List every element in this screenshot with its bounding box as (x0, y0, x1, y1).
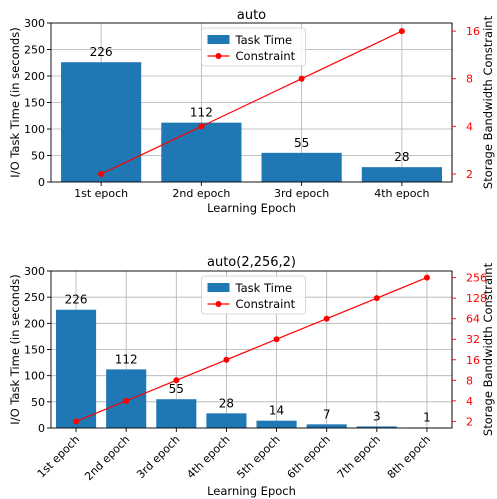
y-tick-label: 100 (24, 123, 45, 136)
right-tick-label: 16 (466, 25, 480, 38)
chart-title: auto(2,256,2) (207, 255, 296, 270)
y-tick-label: 200 (24, 317, 45, 330)
legend-label-task-time: Task Time (235, 281, 293, 295)
bar (156, 399, 197, 428)
data-label: 112 (115, 352, 138, 366)
legend-swatch-task-time (207, 35, 230, 44)
constraint-point (323, 315, 330, 322)
constraint-point (198, 123, 205, 130)
data-label: 55 (294, 136, 309, 150)
y-tick-label: 50 (31, 396, 45, 409)
y-tick-label: 300 (24, 17, 45, 30)
legend-swatch-task-time (207, 283, 230, 292)
bar (56, 309, 97, 428)
bar (306, 424, 347, 428)
legend-label-constraint: Constraint (236, 49, 296, 63)
constraint-point (373, 295, 380, 302)
data-label: 28 (219, 396, 234, 410)
right-tick-label: 64 (466, 313, 480, 326)
data-label: 14 (269, 404, 284, 418)
chart-auto-2-256-2: 226 112 55 28 14 7 3 1 0 50 100 150 200 250 300 2 4 8 16 32… (8, 255, 495, 498)
y-tick-label: 100 (24, 370, 45, 383)
data-label: 112 (190, 106, 213, 120)
right-tick-label: 16 (466, 354, 480, 367)
x-tick-label: 1st epoch (74, 187, 128, 200)
x-tick-label: 3rd epoch (274, 187, 329, 200)
y-tick-label: 150 (24, 97, 45, 110)
data-label: 28 (394, 150, 409, 164)
constraint-point (423, 274, 430, 281)
constraint-point (398, 28, 405, 35)
bar (161, 122, 242, 182)
x-tick-label: 4th epoch (374, 187, 429, 200)
chart-auto: 226 112 55 28 0 50 100 150 200 250 300 2 4 8 16 1st epo… (8, 8, 495, 215)
y-tick-label: 250 (24, 44, 45, 57)
bar (256, 420, 297, 428)
right-tick-label: 4 (466, 120, 473, 133)
data-label: 226 (65, 293, 88, 307)
y-tick-label: 0 (38, 422, 45, 435)
constraint-point (298, 75, 305, 82)
x-axis-label: Learning Epoch (207, 484, 296, 498)
y-axis-label: I/O Task Time (in seconds) (8, 274, 22, 424)
constraint-line (100, 30, 403, 175)
right-axis-label: Storage Bandwidth Constraint (481, 262, 495, 436)
right-tick-label: 8 (466, 374, 473, 387)
legend-label-constraint: Constraint (236, 297, 296, 311)
bar (206, 413, 247, 428)
bar (361, 167, 442, 182)
right-tick-label: 128 (466, 292, 487, 305)
y-tick-label: 300 (24, 265, 45, 278)
right-tick-label: 32 (466, 333, 480, 346)
data-label: 7 (323, 407, 331, 421)
x-axis-label: Learning Epoch (207, 201, 296, 215)
bar (61, 62, 142, 182)
constraint-point (273, 336, 280, 343)
right-tick-label: 256 (466, 272, 487, 285)
constraint-point (73, 418, 80, 425)
constraint-point (173, 377, 180, 384)
data-label: 1 (423, 410, 431, 424)
bar (261, 152, 342, 182)
y-tick-label: 150 (24, 344, 45, 357)
constraint-point (223, 356, 230, 363)
right-tick-label: 2 (466, 168, 473, 181)
constraint-point (123, 397, 130, 404)
chart-title: auto (237, 8, 266, 23)
data-label: 3 (373, 409, 381, 423)
y-tick-label: 0 (38, 176, 45, 189)
data-label: 55 (169, 382, 184, 396)
y-axis-label: I/O Task Time (in seconds) (8, 27, 22, 177)
constraint-line (75, 277, 428, 422)
bar (356, 426, 397, 428)
y-tick-label: 50 (31, 150, 45, 163)
data-label: 226 (90, 45, 113, 59)
right-tick-label: 8 (466, 73, 473, 86)
right-axis-label: Storage Bandwidth Constraint (481, 15, 495, 189)
constraint-point (98, 170, 105, 177)
x-tick-label: 2nd epoch (172, 187, 230, 200)
right-tick-label: 4 (466, 395, 473, 408)
y-tick-label: 250 (24, 291, 45, 304)
right-tick-label: 2 (466, 415, 473, 428)
legend-label-task-time: Task Time (235, 33, 293, 47)
y-tick-label: 200 (24, 70, 45, 83)
legend-marker-constraint (215, 301, 222, 307)
legend-marker-constraint (215, 53, 222, 59)
